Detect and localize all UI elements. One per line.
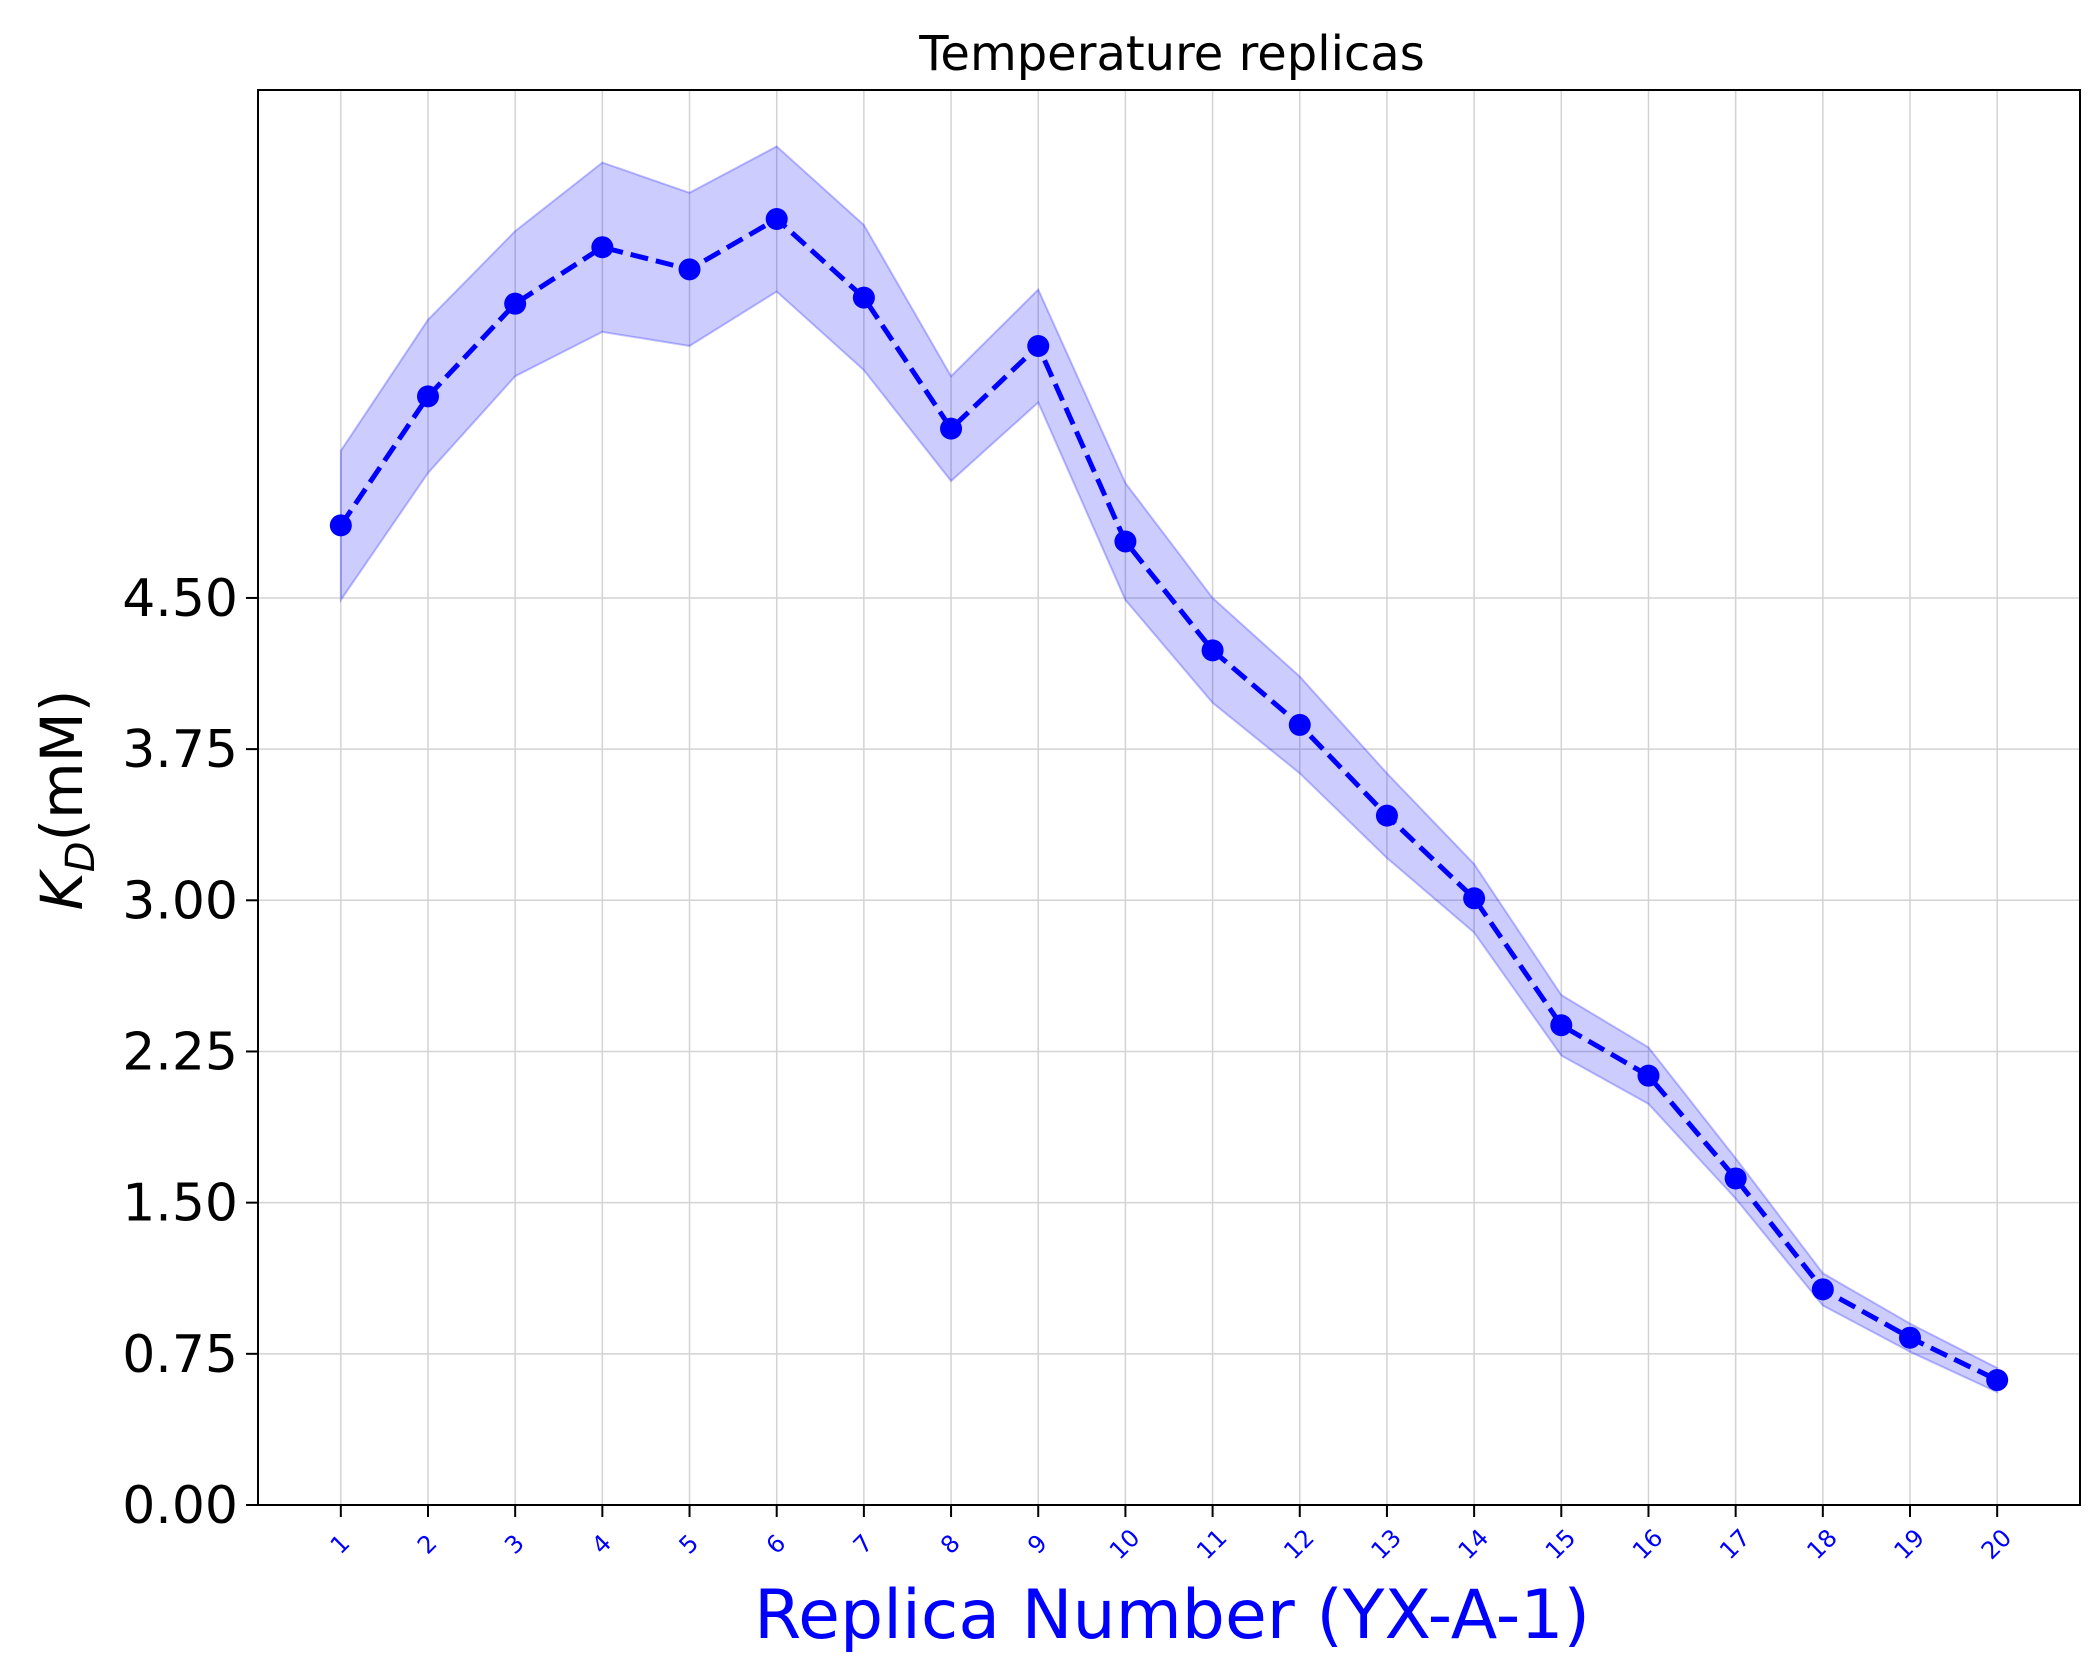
confidence-band [339, 145, 1999, 1394]
data-point [1027, 334, 1050, 357]
data-point [416, 385, 439, 408]
plot-area-frame [257, 89, 2081, 1506]
data-point [1114, 530, 1137, 553]
series-line-layer [338, 215, 1999, 1383]
x-tick-label: 7 [848, 1529, 879, 1560]
y-tick-label: 1.50 [122, 1174, 238, 1234]
y-axis-label-unit: (mM) [28, 690, 96, 842]
x-tick-label: 11 [1191, 1524, 1232, 1565]
data-point [1986, 1369, 2009, 1392]
x-tick-label: 17 [1714, 1524, 1755, 1565]
x-tick-label: 1 [325, 1529, 356, 1560]
data-point [765, 208, 788, 231]
data-point [1375, 804, 1398, 827]
series-line [338, 215, 1999, 1383]
data-point [1288, 713, 1311, 736]
x-tick-label: 19 [1889, 1524, 1930, 1565]
data-point [678, 258, 701, 281]
data-point [1811, 1278, 1834, 1301]
y-axis-label-symbol: K [28, 868, 96, 910]
x-tick-label: 8 [935, 1529, 966, 1560]
y-axis-ticks: 0.00 0.75 1.50 2.25 3.00 3.75 4.50 [122, 569, 258, 1536]
x-tick-label: 15 [1540, 1524, 1581, 1565]
data-point [1201, 639, 1224, 662]
x-tick-label: 12 [1278, 1524, 1319, 1565]
x-tick-label: 9 [1022, 1529, 1053, 1560]
x-tick-label: 18 [1801, 1524, 1842, 1565]
data-point [329, 514, 352, 537]
data-point [1637, 1064, 1660, 1087]
data-point [940, 417, 963, 440]
data-point [1899, 1326, 1922, 1349]
x-tick-label: 4 [586, 1529, 617, 1560]
y-axis-label: KD(mM) [28, 690, 104, 911]
x-axis-ticks: 1 2 3 4 5 6 7 8 9 10 11 12 13 14 15 16 17 18 19 20 [325, 1505, 2017, 1565]
data-point [1550, 1014, 1573, 1037]
grid [258, 90, 2080, 1506]
x-tick-label: 14 [1453, 1524, 1494, 1565]
data-point [852, 286, 875, 309]
data-point [591, 236, 614, 259]
y-tick-label: 4.50 [122, 569, 238, 629]
x-tick-label: 5 [674, 1529, 705, 1560]
x-tick-label: 3 [499, 1529, 530, 1560]
y-tick-label: 0.75 [122, 1325, 238, 1385]
x-tick-label: 6 [761, 1529, 792, 1560]
x-tick-label: 13 [1366, 1524, 1407, 1565]
x-axis-label: Replica Number (YX-A-1) [754, 1576, 1590, 1655]
x-tick-label: 16 [1627, 1524, 1668, 1565]
data-point [1724, 1167, 1747, 1190]
y-tick-label: 2.25 [122, 1022, 238, 1082]
y-tick-label: 3.00 [122, 871, 238, 931]
data-points [329, 208, 2009, 1392]
x-tick-label: 2 [412, 1529, 443, 1560]
x-tick-label: 10 [1104, 1524, 1145, 1565]
y-axis-label-subscript: D [58, 841, 104, 872]
y-tick-label: 3.75 [122, 720, 238, 780]
y-tick-label: 0.00 [122, 1476, 238, 1536]
data-point [504, 292, 527, 315]
confidence-band-layer [339, 145, 1999, 1394]
data-point [1463, 887, 1486, 910]
chart-title: Temperature replicas [918, 26, 1424, 82]
x-tick-label: 20 [1976, 1524, 2017, 1565]
